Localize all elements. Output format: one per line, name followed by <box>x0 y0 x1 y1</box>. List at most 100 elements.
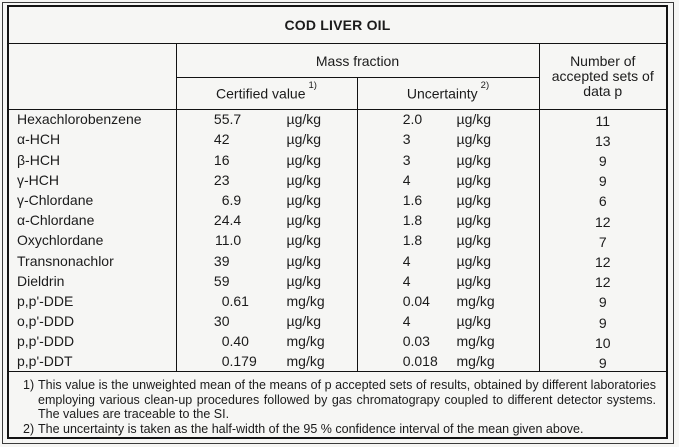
certified-unit: µg/kg <box>286 313 322 330</box>
table-row: α-Chlordane 24.4 µg/kg 1.8 µg/kg 12 <box>9 210 666 231</box>
uncertainty-value: 0.04 <box>402 292 430 309</box>
uncertainty-value: 4 <box>402 272 411 289</box>
certified-unit: mg/kg <box>286 353 325 370</box>
accepted-sets-value: 6 <box>538 189 666 211</box>
uncertainty-unit: µg/kg <box>456 212 492 229</box>
certified-value: 0.179 <box>221 353 257 370</box>
certified-value: 6.9 <box>221 191 242 208</box>
accepted-sets-value: 12 <box>538 250 666 271</box>
table-row: Transnonachlor 39 µg/kg 4 µg/kg 12 <box>9 250 666 271</box>
certified-unit: µg/kg <box>286 171 322 188</box>
uncertainty-unit: µg/kg <box>456 272 492 289</box>
uncertainty-value: 1.8 <box>402 232 423 249</box>
compound-name: γ-HCH <box>17 171 59 188</box>
accepted-sets-value: 9 <box>538 311 666 332</box>
uncertainty-unit: µg/kg <box>456 131 492 148</box>
certified-unit: µg/kg <box>286 151 322 168</box>
accepted-sets-value: 9 <box>538 169 666 190</box>
footnotes-section: 1) This value is the unweighted mean of … <box>9 371 666 437</box>
certified-unit: µg/kg <box>286 131 322 148</box>
table-row: o,p'-DDD 30 µg/kg 4 µg/kg 9 <box>9 311 666 332</box>
compound-name: α-Chlordane <box>17 212 95 229</box>
uncertainty-value: 0.018 <box>402 353 438 370</box>
uncertainty-cell: 2.0 µg/kg <box>356 109 539 130</box>
certified-value: 42 <box>213 131 230 148</box>
compound-name: Dieldrin <box>17 272 65 289</box>
table-row: Oxychlordane 11.0 µg/kg 1.8 µg/kg 7 <box>9 230 666 251</box>
accepted-sets-label: Number of accepted sets of data p <box>551 52 654 99</box>
certified-value-cell: 23 µg/kg <box>175 169 357 190</box>
footnote-1: 1) This value is the unweighted mean of … <box>14 378 656 422</box>
title-row: COD LIVER OIL <box>9 7 666 44</box>
footnote-2-marker: 2) <box>23 421 35 436</box>
table-row: γ-HCH 23 µg/kg 4 µg/kg 9 <box>9 169 666 190</box>
certified-value-cell: 30 µg/kg <box>175 311 357 332</box>
accepted-sets-value: 9 <box>538 149 666 170</box>
certified-unit: µg/kg <box>286 252 322 269</box>
compound-name: Hexachlorobenzene <box>17 111 142 128</box>
certified-value-cell: 6.9 µg/kg <box>175 189 357 211</box>
header-row-group: Mass fraction Number of accepted sets of… <box>9 43 666 110</box>
empty-header-cell <box>9 43 176 110</box>
uncertainty-label: Uncertainty <box>406 85 478 102</box>
compound-name: β-HCH <box>17 151 61 168</box>
certified-value-cell: 0.61 mg/kg <box>175 290 357 312</box>
certified-unit: µg/kg <box>286 272 322 289</box>
uncertainty-value: 4 <box>402 313 411 330</box>
certified-value-label: Certified value <box>216 85 306 102</box>
uncertainty-unit: µg/kg <box>456 191 492 208</box>
accepted-sets-value: 11 <box>538 109 666 130</box>
uncertainty-value: 1.6 <box>402 191 423 208</box>
compound-name: p,p'-DDT <box>17 353 73 370</box>
table-row: p,p'-DDE 0.61 mg/kg 0.04 mg/kg 9 <box>9 290 666 312</box>
compound-name: p,p'-DDE <box>17 292 74 309</box>
certified-value-cell: 0.40 mg/kg <box>175 331 357 352</box>
accepted-sets-value: 10 <box>538 331 666 352</box>
certified-value: 55.7 <box>213 111 242 128</box>
uncertainty-unit: mg/kg <box>456 353 495 370</box>
certified-unit: µg/kg <box>286 191 322 208</box>
certified-value-cell: 11.0 µg/kg <box>175 230 357 251</box>
footnotes-row: 1) This value is the unweighted mean of … <box>9 371 666 437</box>
uncertainty-unit: µg/kg <box>456 111 492 128</box>
page-title: COD LIVER OIL <box>9 7 666 44</box>
accepted-sets-value: 9 <box>538 290 666 312</box>
compound-name: α-HCH <box>17 131 61 148</box>
uncertainty-unit: mg/kg <box>456 292 495 309</box>
certified-value: 0.61 <box>221 292 249 309</box>
compound-name: o,p'-DDD <box>17 313 75 330</box>
certified-value: 16 <box>213 151 230 168</box>
certified-value-cell: 42 µg/kg <box>175 129 357 150</box>
accepted-sets-value: 12 <box>538 210 666 231</box>
table-row: Hexachlorobenzene 55.7 µg/kg 2.0 µg/kg 11 <box>9 109 666 130</box>
certified-value-cell: 39 µg/kg <box>175 250 357 271</box>
certified-unit: µg/kg <box>286 212 322 229</box>
compound-name: p,p'-DDD <box>17 333 75 350</box>
certified-unit: mg/kg <box>286 333 325 350</box>
accepted-sets-value: 9 <box>538 351 666 372</box>
uncertainty-cell: 1.6 µg/kg <box>356 189 539 211</box>
uncertainty-cell: 3 µg/kg <box>356 129 539 150</box>
table-body: Hexachlorobenzene 55.7 µg/kg 2.0 µg/kg 11 … <box>9 109 666 372</box>
uncertainty-unit: µg/kg <box>456 313 492 330</box>
footnote-2: 2) The uncertainty is taken as the half-… <box>14 422 656 437</box>
table-row: β-HCH 16 µg/kg 3 µg/kg 9 <box>9 149 666 170</box>
outer-border: COD LIVER OIL Mass fraction Number of ac… <box>2 2 674 444</box>
uncertainty-value: 2.0 <box>402 111 423 128</box>
footnote-2-text: The uncertainty is taken as the half-wid… <box>38 421 584 436</box>
column-header-accepted-sets: Number of accepted sets of data p <box>538 43 666 110</box>
certified-value: 11.0 <box>214 232 242 249</box>
certified-unit: µg/kg <box>286 232 322 249</box>
table-row: γ-Chlordane 6.9 µg/kg 1.6 µg/kg 6 <box>9 189 666 211</box>
certified-value-cell: 55.7 µg/kg <box>175 109 357 130</box>
uncertainty-value: 3 <box>402 131 411 148</box>
uncertainty-value: 4 <box>402 252 411 269</box>
uncertainty-cell: 0.03 mg/kg <box>356 331 539 352</box>
footnote-1-text: This value is the unweighted mean of the… <box>38 378 656 422</box>
uncertainty-value: 4 <box>402 171 411 188</box>
compound-name: Oxychlordane <box>17 232 104 249</box>
uncertainty-cell: 4 µg/kg <box>356 270 539 291</box>
accepted-sets-value: 7 <box>538 230 666 251</box>
certified-value: 0.40 <box>221 333 249 350</box>
